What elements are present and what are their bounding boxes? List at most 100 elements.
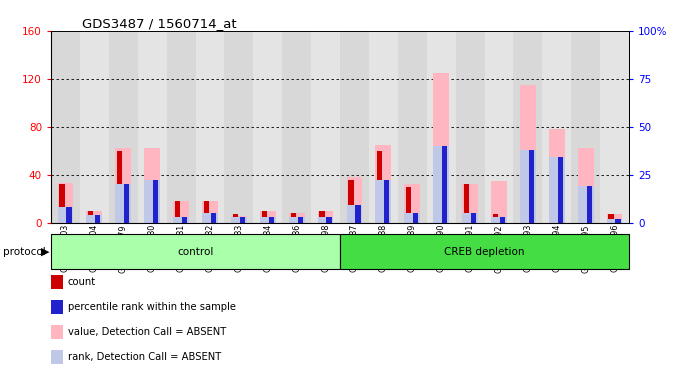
Bar	[405, 184, 420, 223]
Bar	[347, 205, 362, 223]
Bar	[464, 184, 469, 223]
Bar	[615, 219, 621, 223]
Bar	[95, 215, 101, 223]
Bar	[88, 211, 93, 223]
Text: GDS3487 / 1560714_at: GDS3487 / 1560714_at	[82, 17, 236, 30]
Bar	[513, 31, 543, 223]
Bar	[405, 213, 420, 223]
Bar	[326, 217, 332, 223]
Bar	[340, 31, 369, 223]
Text: CREB depletion: CREB depletion	[444, 247, 525, 257]
Text: control: control	[177, 247, 214, 257]
Text: protocol: protocol	[3, 247, 46, 257]
Bar	[298, 217, 303, 223]
Bar	[282, 31, 311, 223]
Bar	[398, 31, 427, 223]
Bar	[80, 31, 109, 223]
Text: count: count	[68, 277, 96, 287]
Bar	[262, 211, 267, 223]
Bar	[549, 129, 564, 223]
Bar	[240, 217, 245, 223]
Bar	[529, 150, 534, 223]
Bar	[579, 213, 585, 223]
Bar	[435, 213, 440, 223]
Bar	[427, 31, 456, 223]
Bar	[51, 31, 80, 223]
Bar	[406, 187, 411, 223]
Bar	[117, 151, 122, 223]
Bar	[471, 213, 476, 223]
Bar	[413, 213, 418, 223]
Bar	[109, 31, 137, 223]
Bar	[377, 151, 382, 223]
Bar	[290, 213, 296, 223]
Bar	[491, 217, 507, 223]
Bar	[173, 201, 189, 223]
Bar	[124, 184, 129, 223]
Bar	[520, 150, 536, 223]
Text: percentile rank within the sample: percentile rank within the sample	[68, 302, 236, 312]
Bar	[51, 234, 340, 269]
Bar	[549, 157, 564, 223]
Bar	[340, 234, 629, 269]
Bar	[571, 31, 600, 223]
Bar	[144, 180, 160, 223]
Bar	[202, 213, 218, 223]
Bar	[173, 217, 189, 223]
Bar	[558, 157, 563, 223]
Bar	[289, 217, 305, 223]
Bar	[442, 146, 447, 223]
Bar	[500, 217, 505, 223]
Bar	[289, 213, 305, 223]
Bar	[462, 184, 478, 223]
Bar	[493, 214, 498, 223]
Bar	[433, 73, 449, 223]
Bar	[348, 180, 354, 223]
Bar	[86, 215, 102, 223]
Bar	[202, 201, 218, 223]
Bar	[58, 207, 73, 223]
Bar	[167, 31, 196, 223]
Bar	[384, 180, 390, 223]
Bar	[484, 31, 513, 223]
Bar	[578, 148, 594, 223]
Bar	[175, 201, 180, 223]
Bar	[609, 214, 613, 223]
Bar	[153, 180, 158, 223]
Bar	[607, 214, 622, 223]
Bar	[116, 184, 131, 223]
Text: ▶: ▶	[41, 247, 49, 257]
Bar	[58, 183, 73, 223]
Bar	[543, 31, 571, 223]
Bar	[231, 217, 247, 223]
Bar	[233, 214, 238, 223]
Bar	[144, 148, 160, 223]
Bar	[551, 213, 556, 223]
Text: rank, Detection Call = ABSENT: rank, Detection Call = ABSENT	[68, 352, 221, 362]
Bar	[375, 180, 391, 223]
Bar	[269, 217, 274, 223]
Bar	[260, 217, 275, 223]
Bar	[522, 217, 527, 223]
Bar	[260, 211, 275, 223]
Bar	[347, 177, 362, 223]
Bar	[375, 145, 391, 223]
Bar	[520, 85, 536, 223]
Bar	[587, 186, 592, 223]
Bar	[224, 31, 254, 223]
Bar	[356, 205, 360, 223]
Bar	[607, 219, 622, 223]
Bar	[433, 146, 449, 223]
Bar	[231, 215, 247, 223]
Bar	[318, 217, 333, 223]
Bar	[491, 181, 507, 223]
Bar	[369, 31, 398, 223]
Bar	[311, 31, 340, 223]
Bar	[59, 184, 65, 223]
Bar	[204, 201, 209, 223]
Bar	[137, 31, 167, 223]
Bar	[86, 211, 102, 223]
Bar	[182, 217, 187, 223]
Bar	[318, 211, 333, 223]
Bar	[146, 220, 151, 223]
